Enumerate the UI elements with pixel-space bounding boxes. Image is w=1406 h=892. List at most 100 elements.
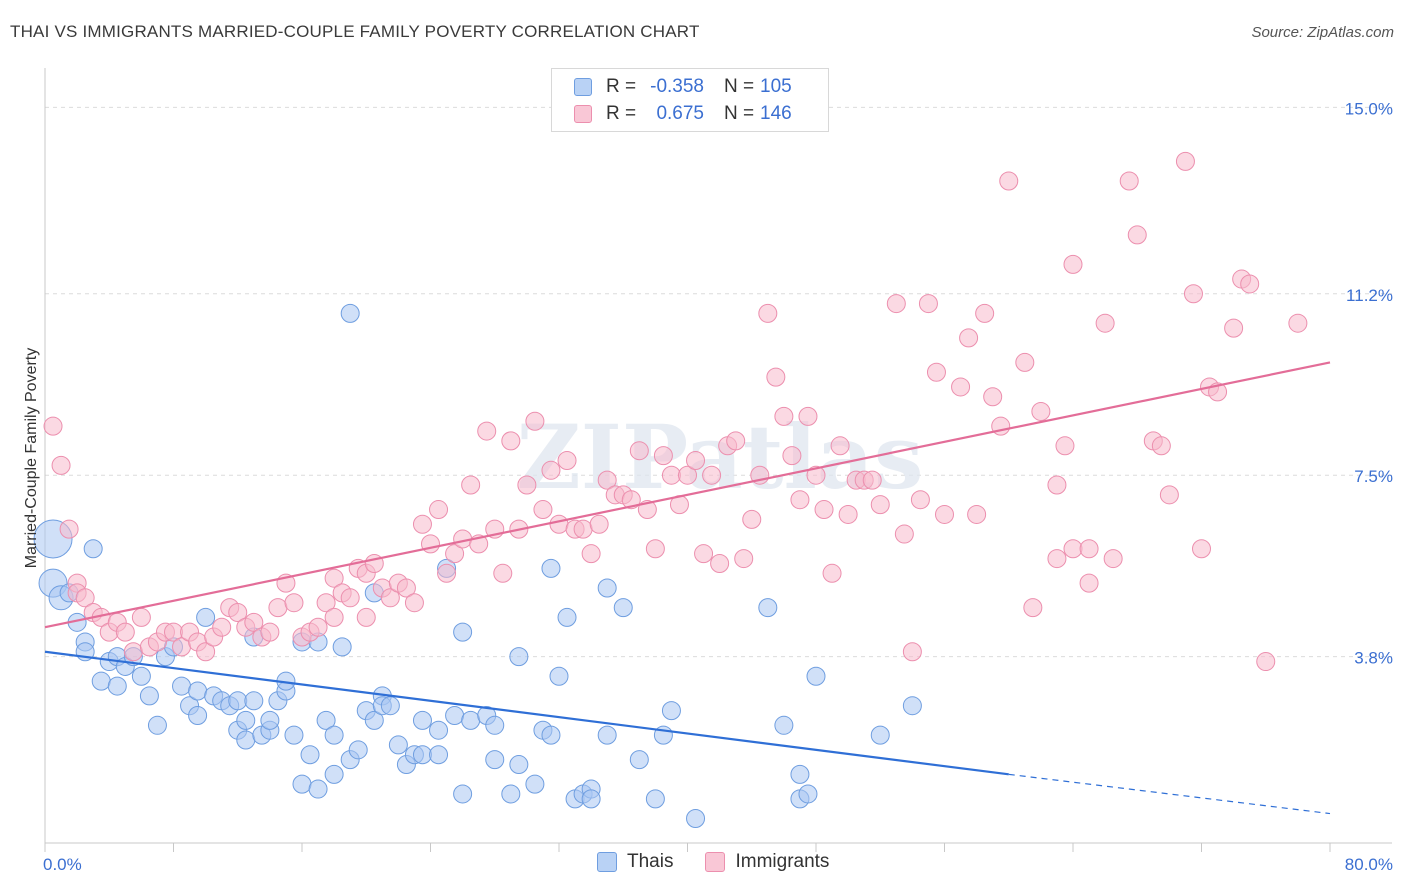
immigrants-point (1047, 475, 1067, 495)
thais-point (557, 607, 577, 627)
immigrants-point (1063, 254, 1083, 274)
thais-point (236, 730, 256, 750)
thais-legend-label: Thais (627, 851, 674, 872)
immigrants-point (894, 524, 914, 544)
thais-point (91, 671, 111, 691)
immigrants-point (830, 436, 850, 456)
thais-point (412, 745, 432, 765)
r-label: R = (606, 103, 637, 124)
immigrants-point (557, 451, 577, 470)
thais-point (790, 764, 810, 784)
immigrants-point (742, 509, 762, 529)
thais-point (300, 745, 320, 765)
thais-point (501, 784, 521, 804)
thais-point (686, 808, 706, 828)
immigrants-point (1127, 225, 1147, 245)
immigrants-point (115, 622, 135, 642)
immigrants-points (43, 151, 1308, 672)
thais-r-value: -0.358 (650, 76, 704, 97)
thais-point (549, 666, 569, 686)
immigrants-point (1079, 573, 1099, 593)
immigrants-point (951, 377, 971, 397)
immigrants-point (886, 294, 906, 314)
immigrants-point (1151, 436, 1171, 456)
thais-legend-swatch (597, 852, 617, 872)
legend-item-immigrants[interactable]: Immigrants (705, 851, 829, 873)
thais-point (332, 637, 352, 657)
immigrants-point (380, 588, 400, 608)
legend-item-thais[interactable]: Thais (597, 851, 673, 873)
thais-point (412, 710, 432, 730)
immigrants-point (284, 593, 304, 613)
thais-point (139, 686, 159, 706)
thais-point (629, 750, 649, 770)
immigrants-point (710, 553, 730, 573)
immigrants-point (573, 519, 593, 539)
thais-point (429, 720, 449, 740)
x-tick-label-min: 0.0% (43, 855, 82, 874)
thais-point (541, 558, 561, 578)
immigrants-point (131, 607, 151, 627)
immigrants-point (1119, 171, 1139, 191)
chart-title: THAI VS IMMIGRANTS MARRIED-COUPLE FAMILY… (10, 22, 700, 41)
immigrants-point (316, 593, 336, 613)
immigrants-swatch (574, 105, 592, 123)
thais-point (445, 706, 465, 725)
immigrants-point (629, 441, 649, 461)
immigrants-point (517, 475, 537, 495)
immigrants-point (967, 504, 987, 524)
y-tick-label: 3.8% (1354, 649, 1393, 668)
thais-point (661, 701, 681, 721)
immigrants-point (1256, 652, 1276, 672)
source-label: Source: ZipAtlas.com (1251, 24, 1394, 41)
immigrants-point (260, 622, 280, 642)
immigrants-point (501, 431, 521, 451)
immigrants-point (870, 495, 890, 515)
immigrants-point (445, 544, 465, 564)
immigrants-point (437, 563, 457, 583)
thais-point (364, 710, 384, 730)
immigrants-trend-line (44, 361, 1331, 629)
immigrants-point (1023, 598, 1043, 618)
immigrants-point (661, 465, 681, 485)
immigrants-point (549, 514, 569, 534)
thais-point (774, 715, 794, 735)
immigrants-r-value: 0.675 (656, 103, 704, 124)
immigrants-point (533, 500, 553, 520)
thais-point (380, 696, 400, 716)
watermark: ZIPatlas (517, 405, 924, 509)
immigrants-point (1063, 539, 1083, 559)
immigrants-point (1079, 539, 1099, 559)
thais-point (525, 774, 545, 794)
immigrants-point (975, 303, 995, 323)
immigrants-point (822, 563, 842, 583)
immigrants-point (798, 406, 818, 426)
immigrants-point (412, 514, 432, 534)
immigrants-point (581, 544, 601, 564)
thais-point (902, 696, 922, 716)
thais-point (308, 779, 328, 799)
thais-point (613, 598, 633, 618)
thais-point (188, 681, 208, 701)
immigrants-point (1031, 401, 1051, 421)
thais-point (324, 764, 344, 784)
thais-point (348, 740, 368, 760)
immigrants-point (862, 470, 882, 490)
thais-point (509, 755, 529, 775)
y-tick-label: 7.5% (1354, 467, 1393, 486)
immigrants-point (838, 504, 858, 524)
immigrants-point (461, 475, 481, 495)
n-label: N = (724, 103, 755, 124)
immigrants-point (324, 568, 344, 588)
y-tick-labels: 3.8% 7.5% 11.2% 15.0% (1345, 99, 1393, 667)
correlation-legend: R = -0.358 N = 105 R = 0.675 N = 146 (551, 68, 829, 132)
gridlines (45, 106, 1392, 658)
trend-lines (44, 361, 1331, 815)
immigrants-point (1159, 485, 1179, 505)
immigrants-point (493, 563, 513, 583)
thais-point (284, 725, 304, 745)
immigrants-point (1047, 549, 1067, 569)
immigrants-point (404, 593, 424, 613)
immigrants-point (1055, 436, 1075, 456)
thais-swatch (574, 78, 592, 96)
